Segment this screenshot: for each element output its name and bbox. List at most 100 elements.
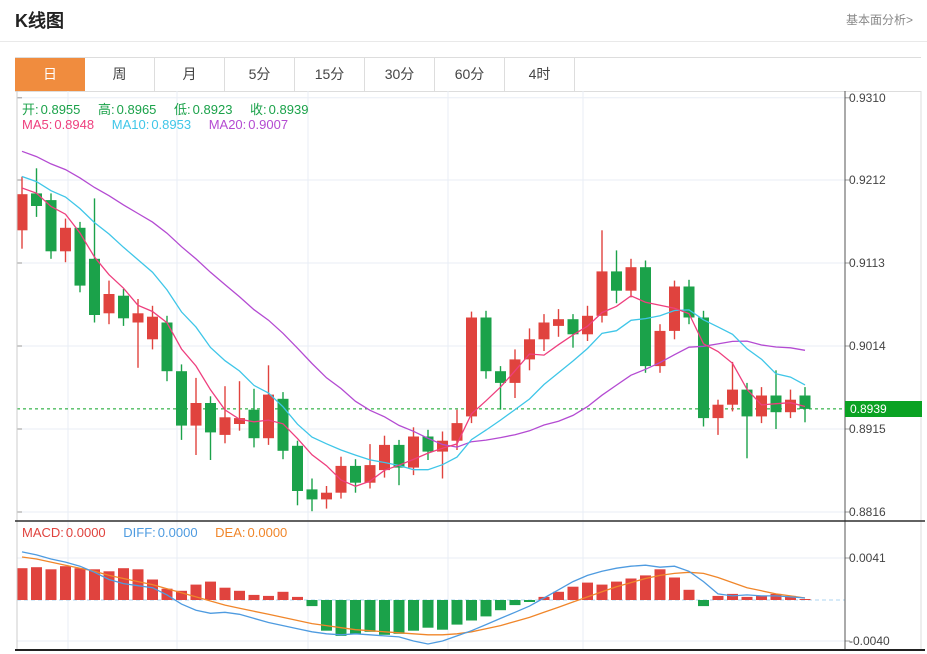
macd-bar: [31, 567, 42, 600]
macd-bar: [132, 569, 144, 600]
candle: [277, 392, 289, 460]
macd-bar: [89, 569, 100, 600]
candle: [379, 435, 390, 478]
ohlc-legend: 开: 0.8955 高: 0.8965 低: 0.8923 收: 0.8939: [22, 99, 322, 118]
candle: [292, 440, 303, 506]
ma10-line: [21, 175, 806, 471]
candle: [625, 258, 637, 298]
candle: [147, 305, 158, 350]
candle: [437, 431, 448, 479]
macd-bar: [698, 600, 709, 607]
ma20-line: [21, 150, 806, 448]
macd-bar: [466, 600, 477, 621]
dea-line: [21, 556, 806, 636]
page-title: K线图: [15, 11, 64, 31]
candle: [393, 439, 405, 486]
macd-bar: [176, 590, 187, 600]
candle: [132, 299, 144, 368]
candle: [335, 456, 347, 499]
legend-dea: DEA: 0.0000: [215, 525, 288, 540]
macd-bar: [451, 600, 463, 625]
candle: [524, 328, 535, 371]
macd-bar: [712, 595, 724, 600]
macd-bar: [741, 596, 753, 600]
candle: [205, 396, 216, 460]
macd-bar: [306, 600, 318, 607]
macd-bar: [277, 591, 289, 600]
candle: [306, 478, 318, 512]
macd-bar: [45, 569, 57, 600]
macd-bar: [625, 578, 637, 600]
macd-bar: [16, 568, 28, 600]
candle: [219, 386, 231, 444]
candle: [741, 382, 753, 459]
macd-bar: [770, 593, 782, 600]
candle: [553, 309, 564, 337]
fundamental-analysis-link[interactable]: 基本面分析>: [845, 13, 913, 27]
candle: [60, 218, 71, 263]
tab-month[interactable]: 月: [155, 58, 225, 91]
macd-bar: [582, 582, 593, 600]
price-axis-tick-label: 0.9212: [849, 173, 886, 187]
macd-bar: [524, 600, 535, 602]
macd-bar: [756, 595, 767, 600]
macd-bar: [799, 599, 811, 600]
macd-axis-tick-label: -0.0040: [849, 634, 890, 648]
candle: [799, 387, 811, 423]
macd-bar: [422, 600, 434, 628]
tab-4hour[interactable]: 4时: [505, 58, 575, 91]
candle: [509, 349, 521, 398]
legend-low: 低: 0.8923: [174, 102, 233, 117]
candle: [466, 311, 477, 424]
candle: [263, 365, 274, 445]
macd-axis-tick-label: 0.0041: [849, 551, 886, 565]
macd-bar: [509, 600, 521, 606]
candle: [770, 370, 782, 429]
tab-30min[interactable]: 30分: [365, 58, 435, 91]
legend-high: 高: 0.8965: [98, 102, 157, 117]
candle: [176, 364, 187, 440]
tab-60min[interactable]: 60分: [435, 58, 505, 91]
candle: [118, 289, 129, 326]
macd-bar: [147, 579, 158, 600]
candle: [16, 176, 28, 249]
candle: [422, 429, 434, 460]
macd-bar: [553, 591, 564, 600]
tab-day[interactable]: 日: [15, 58, 85, 91]
candle: [234, 381, 245, 431]
macd-bar: [727, 593, 738, 600]
candle: [190, 377, 202, 455]
legend-close: 收: 0.8939: [250, 102, 309, 117]
candle: [45, 193, 57, 259]
candle: [727, 361, 738, 412]
macd-bar: [669, 577, 680, 600]
price-axis-tick-label: 0.8915: [849, 422, 886, 436]
candle: [103, 280, 115, 325]
ma5-line: [21, 187, 806, 487]
period-tabbar: 日 周 月 5分 15分 30分 60分 4时: [15, 57, 921, 92]
candle: [640, 260, 651, 373]
candle: [350, 459, 361, 493]
candle: [161, 315, 173, 382]
macd-bar: [379, 600, 390, 635]
price-axis-tick-label: 0.9310: [849, 90, 886, 105]
macd-bar: [640, 575, 651, 600]
macd-bar: [219, 587, 231, 600]
price-axis-tick-label: 0.9014: [849, 339, 886, 353]
diff-line: [21, 551, 806, 645]
macd-bar: [611, 581, 622, 600]
tab-5min[interactable]: 5分: [225, 58, 295, 91]
macd-bar: [248, 594, 260, 600]
title-divider: [0, 41, 927, 42]
candle: [89, 198, 100, 323]
macd-bar: [393, 600, 405, 634]
macd-bar: [495, 600, 506, 611]
macd-bar: [408, 600, 419, 631]
macd-bar: [103, 571, 115, 600]
legend-ma10: MA10: 0.8953: [111, 117, 192, 132]
tab-15min[interactable]: 15分: [295, 58, 365, 91]
legend-macd: MACD: 0.0000: [22, 525, 106, 540]
tab-week[interactable]: 周: [85, 58, 155, 91]
